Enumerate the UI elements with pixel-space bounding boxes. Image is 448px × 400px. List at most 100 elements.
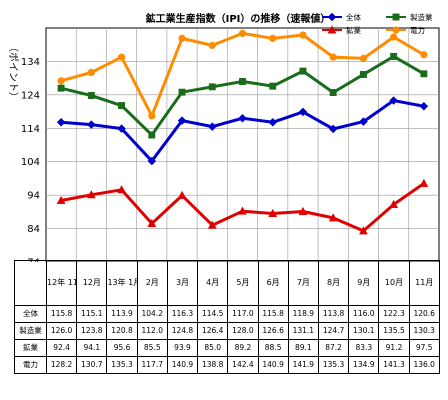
data-point	[56, 117, 66, 127]
data-point	[117, 53, 126, 61]
table-row: 鉱業 92.4 94.1 95.6 85.5 93.9 85.0 89.2 88.5 89.1 87…	[14, 339, 440, 357]
y-tick-label: 94	[27, 191, 40, 202]
y-tick-label: 114	[21, 124, 40, 135]
table-cell: 117.0	[227, 305, 259, 323]
table-cell: 126.4	[197, 322, 229, 340]
table-cell: 120.8	[106, 322, 138, 340]
table-cell: 123.8	[76, 322, 108, 340]
data-point	[269, 82, 277, 90]
table-cell: 130.7	[76, 356, 108, 374]
data-point	[390, 52, 398, 60]
y-tick-label: 84	[27, 224, 40, 235]
table-cell: 138.8	[197, 356, 229, 374]
table-cell: 89.2	[227, 339, 259, 357]
data-point	[178, 34, 186, 43]
x-tick-label: 4月	[197, 260, 229, 306]
table-cell: 93.9	[166, 339, 199, 357]
series-全体	[56, 96, 429, 166]
data-point	[238, 206, 247, 215]
data-table: 12年 11月12月13年 1月2月3月4月5月6月7月8月9月10月11月全体…	[14, 260, 440, 374]
x-tick-label: 11月	[408, 260, 440, 306]
table-cell: 141.3	[378, 356, 410, 374]
data-point	[148, 112, 156, 120]
table-cell: 85.5	[136, 339, 168, 357]
table-cell: 114.5	[197, 305, 229, 323]
x-tick-label: 3月	[166, 260, 199, 306]
data-point	[329, 89, 337, 96]
series-lines	[56, 29, 429, 235]
data-point	[359, 117, 368, 126]
line-chart: 748494104114124134 鉱工業生産指数（IPI）の推移（速報値） …	[7, 12, 440, 262]
table-cell: 116.0	[348, 305, 380, 323]
legend-label: 鉱業	[346, 25, 361, 35]
table-cell: 97.5	[408, 339, 440, 357]
table-cell: 128.2	[45, 356, 78, 374]
table-cell: 113.9	[106, 305, 138, 323]
table-cell: 104.2	[136, 305, 168, 323]
data-point	[359, 54, 368, 63]
data-point	[390, 33, 398, 41]
data-point	[327, 12, 337, 22]
table-cell: 89.1	[287, 339, 319, 357]
table-cell: 130.3	[408, 322, 440, 340]
data-point	[117, 124, 126, 133]
table-cell: 135.5	[378, 322, 410, 340]
data-point	[87, 68, 95, 77]
table-cell: 142.4	[227, 356, 259, 374]
x-tick-label: 9月	[348, 260, 380, 306]
table-cell: 140.9	[257, 356, 289, 374]
x-tick-label: 13年 1月	[106, 260, 138, 306]
data-point	[389, 199, 399, 208]
data-point	[57, 77, 65, 85]
data-point	[117, 185, 126, 194]
data-point	[269, 34, 277, 43]
table-row: 製造業 126.0 123.8 120.8 112.0 124.8 126.4 128.0 12…	[14, 322, 440, 340]
table-cell: 122.3	[378, 305, 410, 323]
data-point	[86, 120, 96, 129]
table-row-label: 鉱業	[14, 339, 47, 357]
table-cell: 124.8	[166, 322, 199, 340]
table-cell: 117.7	[136, 356, 168, 374]
table-cell: 85.0	[197, 339, 229, 357]
table-cell: 112.0	[136, 322, 168, 340]
data-point	[87, 92, 95, 99]
x-tick-label: 5月	[227, 260, 259, 306]
data-point	[57, 84, 65, 92]
data-point	[177, 116, 187, 125]
data-point	[392, 26, 400, 34]
table-cell: 95.6	[106, 339, 138, 357]
data-point	[420, 51, 428, 59]
data-point	[298, 206, 308, 215]
data-point	[238, 113, 247, 123]
table-cell: 128.0	[227, 322, 259, 340]
data-point	[118, 102, 126, 110]
table-cell: 87.2	[317, 339, 350, 357]
data-point	[328, 213, 338, 222]
series-line	[60, 54, 425, 137]
data-point	[328, 124, 338, 134]
y-tick-label: 124	[21, 90, 40, 101]
series-line	[60, 99, 425, 163]
legend-label: 製造業	[410, 12, 433, 22]
table-cell: 94.1	[76, 339, 108, 357]
data-point	[329, 53, 337, 61]
y-tick-label: 104	[21, 157, 40, 168]
data-point	[177, 190, 187, 199]
data-point	[268, 208, 278, 217]
table-cell: 130.1	[348, 322, 380, 340]
data-point	[208, 41, 216, 50]
table-row: 電力 128.2 130.7 135.3 117.7 140.9 138.8 142.4 140…	[14, 356, 440, 374]
table-cell: 120.6	[408, 305, 440, 323]
data-point	[148, 131, 156, 139]
chart-title: 鉱工業生産指数（IPI）の推移（速報値）	[146, 12, 331, 25]
data-point	[299, 67, 307, 75]
data-point	[208, 83, 216, 91]
y-tick-label: 134	[21, 57, 40, 68]
table-cell: 115.8	[45, 305, 78, 323]
table-cell: 83.3	[348, 339, 380, 357]
data-point	[147, 218, 157, 228]
table-row-label: 製造業	[14, 322, 47, 340]
data-point	[56, 195, 66, 204]
table-cell: 126.0	[45, 322, 78, 340]
